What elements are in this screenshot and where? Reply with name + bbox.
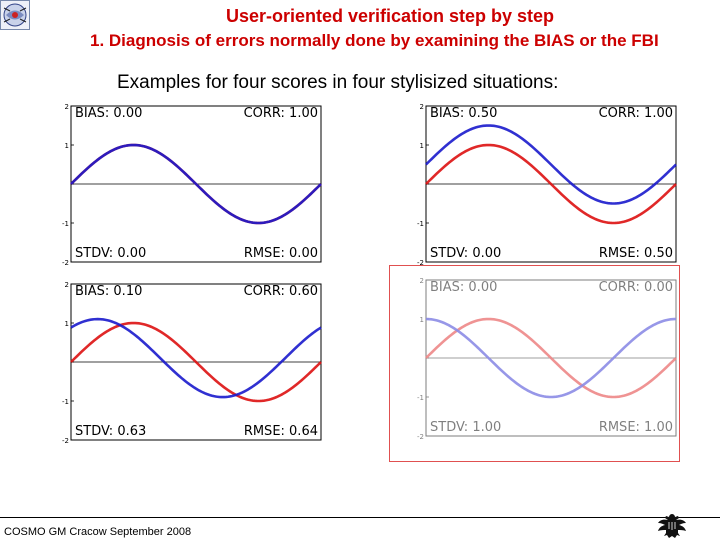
bias-stat: BIAS: 0.00 <box>75 106 142 121</box>
stdv-stat: STDV: 0.63 <box>75 424 146 439</box>
series-line-observation <box>425 317 677 399</box>
chart-svg: 2 1 -1 -2 BIAS: 0.00 CORR: 0.00 STDV: 1.00 RMSE… <box>417 277 677 441</box>
y-tick-label: 1 <box>420 142 424 150</box>
rmse-stat: RMSE: 0.50 <box>599 246 673 261</box>
y-tick-label: 1 <box>420 316 424 324</box>
score-panel-bias: 2 1 -1 -2 BIAS: 0.50 CORR: 1.00 STDV: 0.00 RMSE… <box>417 103 680 267</box>
rmse-stat: RMSE: 0.00 <box>244 246 318 261</box>
chart-svg: 2 1 -1 -2 BIAS: 0.00 CORR: 1.00 STDV: 0.00 RMSE… <box>62 103 322 267</box>
corr-stat: CORR: 1.00 <box>244 106 318 121</box>
footer-divider <box>0 517 720 518</box>
series-line-observation <box>425 143 677 225</box>
chart-group: 2 1 -1 -2 BIAS: 0.50 CORR: 1.00 STDV: 0.00 RMSE… <box>417 103 677 267</box>
bias-stat: BIAS: 0.50 <box>430 106 497 121</box>
y-tick-label: 2 <box>65 281 69 289</box>
series-line-forecast <box>425 317 677 399</box>
series-line-forecast <box>70 143 322 225</box>
chart-group: 2 1 -1 -2 BIAS: 0.00 CORR: 1.00 STDV: 0.00 RMSE… <box>62 103 322 267</box>
footer-text: COSMO GM Cracow September 2008 <box>4 526 192 538</box>
rmse-stat: RMSE: 1.00 <box>599 420 673 435</box>
bias-stat: BIAS: 0.10 <box>75 284 142 299</box>
score-panel-phase: 2 1 -1 -2 BIAS: 0.10 CORR: 0.60 STDV: 0.63 RMSE… <box>62 281 325 445</box>
y-tick-label: -1 <box>417 394 424 402</box>
dwd-logo-icon <box>0 0 30 30</box>
corr-stat: CORR: 1.00 <box>599 106 673 121</box>
y-tick-label: -2 <box>417 259 424 267</box>
stdv-stat: STDV: 0.00 <box>430 246 501 261</box>
page-title: User-oriented verification step by step <box>225 6 555 26</box>
chart-group: 2 1 -1 -2 BIAS: 0.10 CORR: 0.60 STDV: 0.63 RMSE… <box>62 281 322 445</box>
y-tick-label: 2 <box>420 277 424 285</box>
corr-stat: CORR: 0.60 <box>244 284 318 299</box>
federal-eagle-icon <box>658 514 686 538</box>
y-tick-label: -2 <box>417 433 424 441</box>
series-line-forecast <box>70 317 322 399</box>
score-panel-quadrature: 2 1 -1 -2 BIAS: 0.00 CORR: 0.00 STDV: 1.00 RMSE… <box>417 277 680 441</box>
corr-stat: CORR: 0.00 <box>599 280 673 295</box>
y-tick-label: 1 <box>65 142 69 150</box>
y-tick-label: 2 <box>420 103 424 111</box>
series-line-observation <box>70 321 322 403</box>
chart-svg: 2 1 -1 -2 BIAS: 0.10 CORR: 0.60 STDV: 0.63 RMSE… <box>62 281 322 445</box>
y-tick-label: -1 <box>62 398 69 406</box>
rmse-stat: RMSE: 0.64 <box>244 424 318 439</box>
stdv-stat: STDV: 0.00 <box>75 246 146 261</box>
chart-group: 2 1 -1 -2 BIAS: 0.00 CORR: 0.00 STDV: 1.00 RMSE… <box>417 277 677 441</box>
intro-text: Examples for four scores in four stylisi… <box>117 72 559 93</box>
y-tick-label: -1 <box>417 220 424 228</box>
bias-stat: BIAS: 0.00 <box>430 280 497 295</box>
y-tick-label: 1 <box>65 320 69 328</box>
page-subtitle: 1. Diagnosis of errors normally done by … <box>90 31 659 50</box>
stdv-stat: STDV: 1.00 <box>430 420 501 435</box>
y-tick-label: -2 <box>62 259 69 267</box>
series-line-forecast <box>425 124 677 205</box>
y-tick-label: -1 <box>62 220 69 228</box>
y-tick-label: 2 <box>65 103 69 111</box>
chart-svg: 2 1 -1 -2 BIAS: 0.50 CORR: 1.00 STDV: 0.00 RMSE… <box>417 103 677 267</box>
highlight-frame <box>389 265 680 462</box>
score-panel-perfect: 2 1 -1 -2 BIAS: 0.00 CORR: 1.00 STDV: 0.00 RMSE… <box>62 103 325 267</box>
y-tick-label: -2 <box>62 437 69 445</box>
